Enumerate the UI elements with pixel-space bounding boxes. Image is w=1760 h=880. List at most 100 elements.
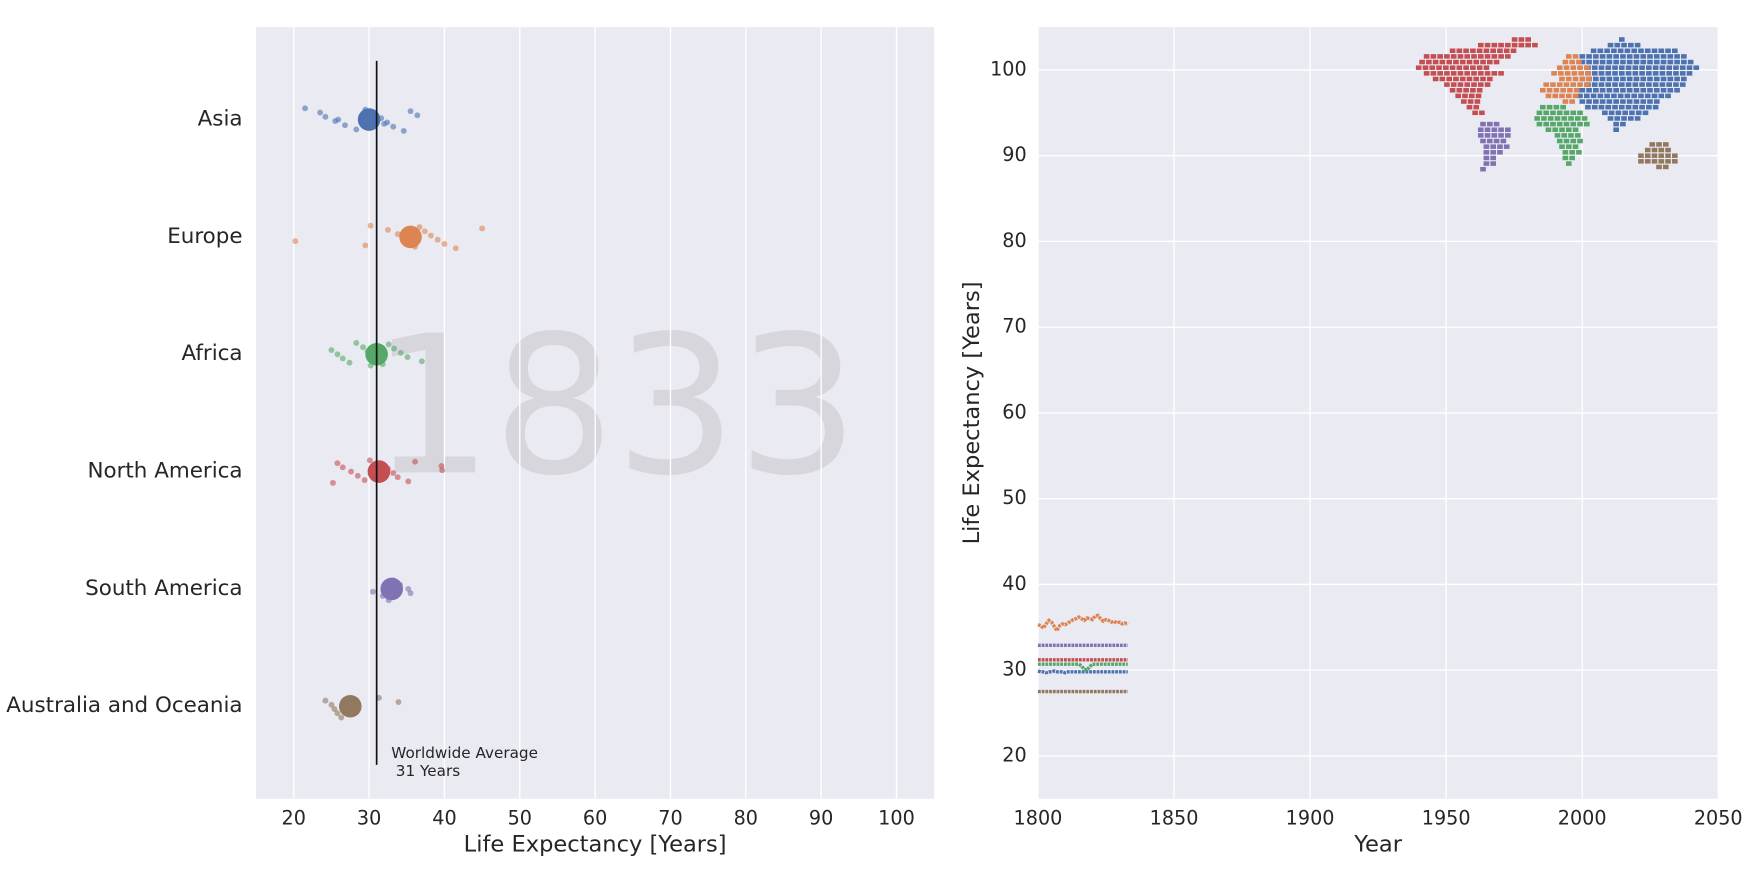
map-cell xyxy=(1473,59,1480,65)
map-cell xyxy=(1534,116,1540,121)
map-cell xyxy=(1679,71,1686,76)
map-cell xyxy=(1415,65,1422,70)
map-cell xyxy=(1493,121,1500,127)
map-cell xyxy=(1470,88,1476,93)
map-cell xyxy=(1569,150,1575,155)
line-plot: 1800 1850 1900 1950 2000 2050 20 30 40 50 60 70 80 90… xyxy=(959,27,1743,858)
map-cell xyxy=(1455,93,1462,99)
x-tick-label: 90 xyxy=(809,807,833,830)
map-cell xyxy=(1597,48,1604,54)
map-cell xyxy=(1642,110,1649,116)
map-cell xyxy=(1646,104,1652,110)
annotation: Worldwide Average xyxy=(391,744,538,762)
point xyxy=(334,351,341,358)
map-cell xyxy=(1553,88,1560,93)
map-cell xyxy=(1599,99,1606,104)
map-cell xyxy=(1673,82,1679,87)
y-tick-label: 100 xyxy=(990,57,1027,80)
map-cell xyxy=(1461,99,1467,104)
map-cell xyxy=(1577,93,1583,99)
map-cell xyxy=(1605,65,1612,70)
point xyxy=(439,467,446,474)
mean-marker xyxy=(357,108,381,131)
map-cell xyxy=(1618,82,1625,87)
map-cell xyxy=(1463,48,1469,54)
point xyxy=(404,354,411,361)
map-cell xyxy=(1613,88,1619,93)
point xyxy=(322,697,329,704)
map-cell xyxy=(1449,88,1456,93)
x-tick-label: 40 xyxy=(432,807,456,830)
map-cell xyxy=(1640,76,1647,82)
map-cell xyxy=(1559,76,1565,82)
map-cell xyxy=(1665,159,1671,164)
map-cell xyxy=(1653,59,1660,65)
map-cell xyxy=(1631,93,1638,99)
map-cell xyxy=(1429,65,1436,70)
map-cell xyxy=(1467,99,1474,104)
map-cell xyxy=(1634,116,1641,121)
annotation: 31 Years xyxy=(396,762,460,780)
map-cell xyxy=(1651,48,1658,54)
map-cell xyxy=(1579,76,1586,82)
map-cell xyxy=(1573,88,1580,93)
map-cell xyxy=(1564,71,1571,76)
map-cell xyxy=(1618,71,1625,76)
map-cell xyxy=(1646,82,1652,87)
map-cell xyxy=(1674,88,1680,93)
map-cell xyxy=(1633,99,1640,104)
map-cell xyxy=(1470,48,1476,54)
map-cell xyxy=(1556,121,1563,127)
map-cell xyxy=(1464,71,1471,76)
y-tick-label: 80 xyxy=(1002,229,1026,252)
map-cell xyxy=(1579,59,1586,65)
map-cell xyxy=(1510,48,1517,54)
map-cell xyxy=(1612,65,1618,70)
map-cell xyxy=(1658,93,1665,99)
y-tick-label: 20 xyxy=(1002,743,1026,766)
map-cell xyxy=(1612,82,1618,87)
map-cell xyxy=(1667,76,1674,82)
map-cell xyxy=(1560,88,1566,93)
map-cell xyxy=(1423,71,1430,76)
map-cell xyxy=(1484,71,1491,76)
map-cell xyxy=(1576,59,1582,65)
map-cell xyxy=(1490,161,1496,166)
world-map-icon xyxy=(1415,37,1700,172)
map-cell xyxy=(1578,71,1584,76)
mean-marker xyxy=(338,694,362,718)
map-cell xyxy=(1640,54,1647,59)
x-tick-label: 1900 xyxy=(1286,807,1335,830)
map-cell xyxy=(1559,127,1565,132)
map-cell xyxy=(1625,82,1632,87)
map-cell xyxy=(1633,76,1640,82)
map-cell xyxy=(1599,59,1606,65)
map-cell xyxy=(1581,116,1588,121)
map-cell xyxy=(1605,82,1612,87)
map-cell xyxy=(1620,76,1626,82)
x-tick-label: 60 xyxy=(583,807,607,830)
point xyxy=(385,341,392,348)
map-cell xyxy=(1543,121,1550,127)
map-cell xyxy=(1618,104,1625,110)
map-cell xyxy=(1593,59,1599,65)
map-cell xyxy=(1547,116,1554,121)
map-cell xyxy=(1477,54,1484,59)
map-cell xyxy=(1543,110,1550,116)
map-cell xyxy=(1569,59,1575,65)
map-cell xyxy=(1552,127,1559,132)
map-cell xyxy=(1615,110,1622,116)
y-axis-label: Life Expectancy [Years] xyxy=(959,281,985,544)
map-cell xyxy=(1608,110,1615,116)
map-cell xyxy=(1543,82,1550,87)
x-tick-label: 1800 xyxy=(1014,807,1063,830)
map-cell xyxy=(1437,71,1443,76)
map-cell xyxy=(1491,127,1498,132)
x-tick-label: 2050 xyxy=(1694,807,1743,830)
map-cell xyxy=(1681,59,1687,65)
map-cell xyxy=(1577,110,1583,116)
map-cell xyxy=(1569,155,1575,161)
point xyxy=(339,464,346,471)
y-tick-label: 40 xyxy=(1002,572,1026,595)
